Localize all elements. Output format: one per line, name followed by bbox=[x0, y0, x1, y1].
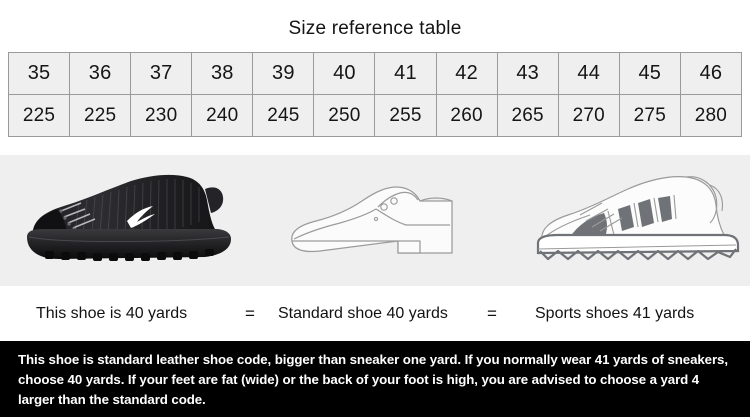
sports-shoe-icon bbox=[536, 175, 739, 260]
caption-sports-shoes: Sports shoes 41 yards bbox=[535, 304, 695, 322]
comparison-caption-row: This shoe is 40 yards = Standard shoe 40… bbox=[0, 286, 750, 341]
table-cell-eu-4: 39 bbox=[252, 52, 315, 95]
dress-shoe-icon bbox=[291, 185, 453, 254]
table-cell-eu-9: 44 bbox=[557, 52, 620, 95]
table-cell-mm-11: 280 bbox=[679, 94, 743, 137]
size-table-container: 35 36 37 38 39 40 41 42 43 44 45 46 225 … bbox=[7, 52, 743, 137]
table-cell-mm-10: 275 bbox=[618, 94, 681, 137]
table-cell-mm-9: 270 bbox=[557, 94, 620, 137]
leather-dress-shoe-line-art bbox=[270, 155, 490, 286]
table-cell-mm-2: 230 bbox=[130, 94, 193, 137]
page-title: Size reference table bbox=[288, 18, 462, 39]
table-cell-mm-7: 260 bbox=[435, 94, 498, 137]
equals-sign-2: = bbox=[487, 303, 497, 323]
table-cell-eu-0: 35 bbox=[7, 52, 71, 95]
caption-this-shoe: This shoe is 40 yards bbox=[36, 304, 188, 322]
table-cell-eu-6: 41 bbox=[374, 52, 437, 95]
table-cell-eu-5: 40 bbox=[313, 52, 376, 95]
table-row-mm-lengths: 225 225 230 240 245 250 255 260 265 270 … bbox=[7, 94, 743, 137]
table-cell-eu-1: 36 bbox=[69, 52, 132, 95]
caption-standard-shoe: Standard shoe 40 yards bbox=[278, 304, 448, 322]
size-reference-section: Size reference table 35 36 37 38 39 40 4… bbox=[0, 0, 750, 155]
sizing-note-text: This shoe is standard leather shoe code,… bbox=[18, 352, 728, 407]
table-cell-eu-10: 45 bbox=[618, 52, 681, 95]
table-cell-eu-3: 38 bbox=[191, 52, 254, 95]
table-cell-mm-0: 225 bbox=[7, 94, 71, 137]
shoe-comparison-panel bbox=[0, 155, 750, 286]
table-cell-mm-3: 240 bbox=[191, 94, 254, 137]
table-cell-eu-11: 46 bbox=[679, 52, 743, 95]
table-cell-mm-6: 255 bbox=[374, 94, 437, 137]
sports-running-shoe-line-art bbox=[530, 155, 745, 286]
table-row-eu-sizes: 35 36 37 38 39 40 41 42 43 44 45 46 bbox=[7, 52, 743, 95]
table-cell-mm-8: 265 bbox=[496, 94, 559, 137]
table-cell-mm-5: 250 bbox=[313, 94, 376, 137]
black-sneaker-icon bbox=[27, 174, 231, 261]
table-cell-eu-8: 43 bbox=[496, 52, 559, 95]
table-cell-mm-4: 245 bbox=[252, 94, 315, 137]
black-sneaker-photo bbox=[10, 155, 260, 286]
table-cell-eu-2: 37 bbox=[130, 52, 193, 95]
sizing-note-bar: This shoe is standard leather shoe code,… bbox=[0, 341, 750, 417]
size-reference-table: 35 36 37 38 39 40 41 42 43 44 45 46 225 … bbox=[7, 52, 743, 137]
equals-sign-1: = bbox=[245, 303, 255, 323]
table-cell-mm-1: 225 bbox=[69, 94, 132, 137]
table-cell-eu-7: 42 bbox=[435, 52, 498, 95]
